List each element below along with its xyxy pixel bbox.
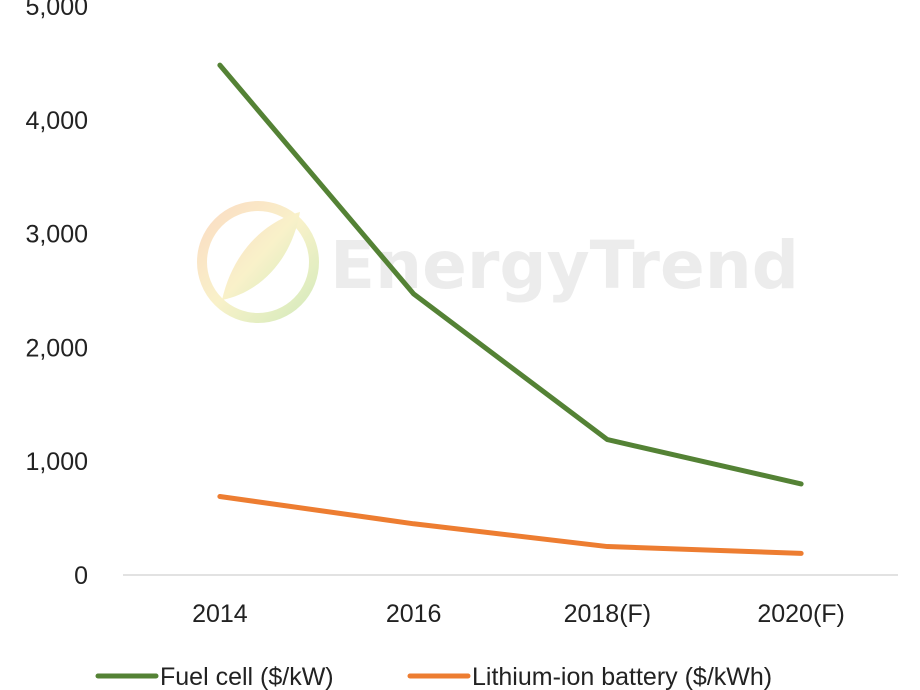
x-tick-label: 2016 (386, 600, 442, 628)
y-tick-label: 4,000 (25, 107, 88, 135)
y-tick-label: 2,000 (25, 334, 88, 362)
y-tick-label: 5,000 (25, 0, 88, 21)
x-axis-ticks: 2014 2016 2018(F) 2020(F) (192, 600, 845, 628)
watermark: EnergyTrend (197, 201, 799, 323)
series-line-2 (217, 493, 804, 556)
x-tick-label: 2018(F) (564, 600, 652, 628)
series-lines (217, 62, 804, 556)
series-line-1 (217, 62, 804, 487)
legend-label: Lithium-ion battery ($/kWh) (472, 663, 772, 690)
y-axis-ticks: 0 1,000 2,000 3,000 4,000 5,000 (25, 0, 88, 590)
y-tick-label: 1,000 (25, 448, 88, 476)
legend: Fuel cell ($/kW) Lithium-ion battery ($/k… (95, 663, 772, 690)
y-tick-label: 3,000 (25, 221, 88, 249)
leaf-logo-icon (197, 201, 319, 323)
x-tick-label: 2020(F) (757, 600, 845, 628)
x-tick-label: 2014 (192, 600, 248, 628)
legend-label: Fuel cell ($/kW) (160, 663, 334, 690)
watermark-text: EnergyTrend (330, 227, 799, 304)
y-tick-label: 0 (74, 562, 88, 590)
